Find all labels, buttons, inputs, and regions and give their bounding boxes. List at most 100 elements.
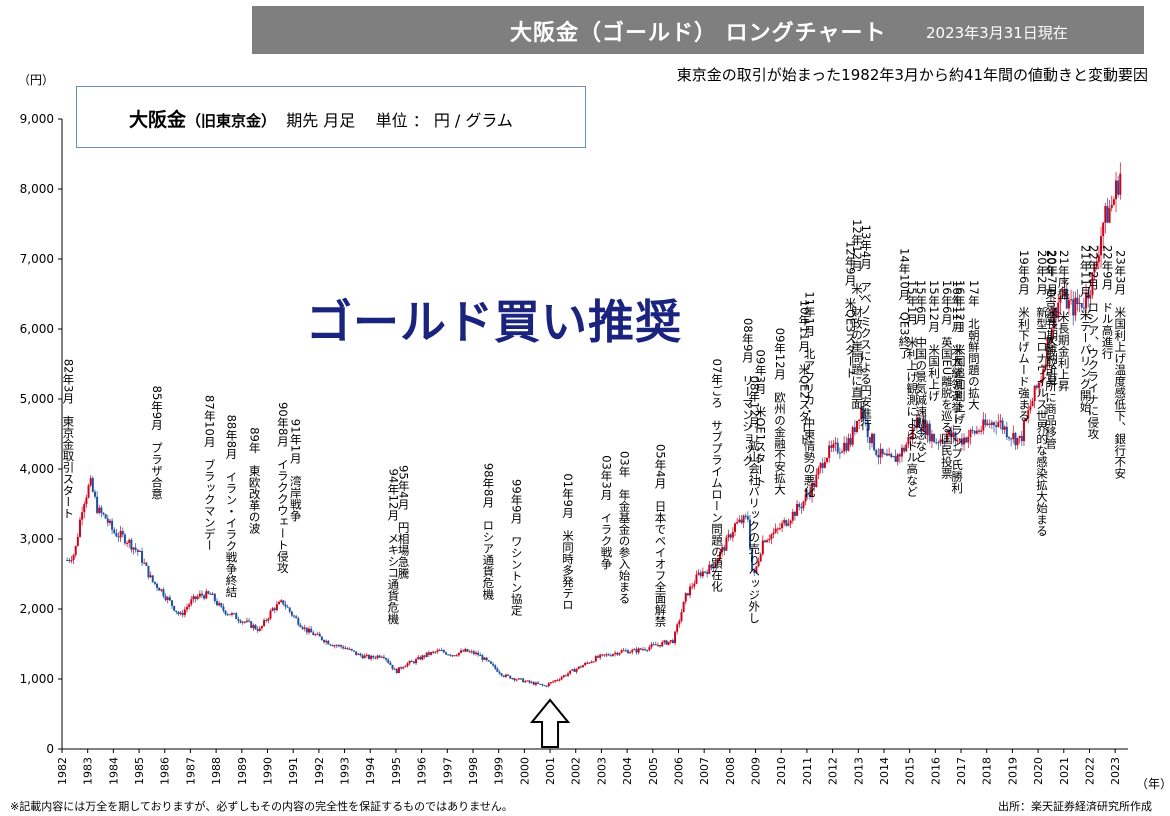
candle-body — [128, 539, 131, 543]
candle-body — [198, 593, 201, 597]
y-tick-label: 2,000 — [20, 602, 54, 616]
candle-body — [203, 595, 206, 599]
candle-body — [455, 655, 458, 657]
candle-body — [269, 610, 272, 619]
x-tick-label: 2022 — [1083, 757, 1096, 785]
candle-body — [639, 648, 642, 650]
candle-body — [815, 474, 818, 488]
candle-body — [104, 514, 107, 519]
annotation-label: 09年12月 欧州の金融不安拡大 — [773, 328, 787, 495]
candle-body — [691, 586, 694, 588]
candle-body — [335, 645, 338, 647]
candle-body — [841, 451, 844, 453]
annotation-label: 17年 北朝鮮問題の拡大 — [967, 280, 981, 410]
candle-body — [106, 518, 109, 523]
candle-body — [751, 547, 754, 571]
candle-body — [314, 634, 317, 636]
candle-body — [192, 596, 195, 600]
candle-body — [783, 520, 786, 524]
candle-body — [706, 571, 709, 574]
candle-body — [333, 645, 336, 647]
candle-body — [252, 625, 255, 628]
candle-body — [188, 604, 191, 607]
candle-body — [1035, 385, 1038, 388]
candle-body — [290, 611, 293, 616]
candle-body — [318, 633, 321, 637]
candle-body — [575, 668, 578, 672]
candle-body — [826, 457, 829, 462]
candle-body — [990, 422, 993, 425]
candle-body — [620, 650, 623, 653]
candle-body — [892, 456, 895, 458]
x-tick-label: 2014 — [878, 757, 891, 785]
candle-body — [714, 563, 717, 568]
source-note: 出所：楽天証券経済研究所作成 — [998, 800, 1152, 813]
x-tick-label: 1990 — [261, 757, 274, 785]
candle-body — [1070, 299, 1073, 301]
candle-body — [603, 654, 606, 656]
annotation-label: 15年12月 米国利上げ — [927, 280, 941, 401]
annotation-label: 99年9月 ワシントン協定 — [510, 479, 524, 617]
candle-body — [759, 554, 762, 562]
x-unit-label: （年） — [1136, 777, 1170, 791]
candle-body — [543, 685, 546, 687]
candle-body — [367, 654, 370, 659]
candle-body — [248, 620, 251, 622]
candle-body — [218, 603, 221, 606]
candle-body — [316, 633, 319, 635]
candle-body — [370, 655, 373, 659]
candle-body — [265, 620, 268, 622]
candle-body — [513, 678, 516, 681]
x-tick-label: 1996 — [416, 757, 429, 785]
candle-body — [860, 407, 863, 420]
x-tick-label: 2010 — [775, 757, 788, 785]
candle-body — [280, 600, 283, 602]
candle-body — [179, 612, 182, 615]
candle-body — [98, 507, 101, 513]
annotation-label: 12年9月 米QE3スタート — [844, 241, 858, 379]
candle-body — [582, 665, 585, 668]
candle-body — [171, 600, 174, 606]
candle-body — [774, 528, 777, 533]
candle-body — [965, 437, 968, 443]
candle-body — [911, 427, 914, 439]
candle-body — [952, 432, 955, 438]
candle-body — [808, 494, 811, 497]
candle-body — [275, 604, 278, 611]
candle-body — [415, 659, 418, 664]
candle-body — [922, 419, 925, 432]
candle-body — [622, 650, 625, 652]
candle-body — [834, 442, 837, 444]
candle-body — [1110, 204, 1113, 209]
candle-body — [573, 669, 576, 672]
candle-body — [755, 566, 758, 573]
candle-body — [596, 656, 599, 658]
candle-body — [359, 653, 362, 656]
candle-body — [958, 438, 961, 441]
candle-body — [838, 452, 841, 454]
candle-body — [194, 596, 197, 599]
annotation-label: 05年4月 日本でペイオフ全面解禁 — [654, 444, 668, 627]
candle-body — [785, 520, 788, 526]
candle-body — [436, 650, 439, 652]
candle-body — [138, 551, 141, 553]
candle-body — [856, 420, 859, 433]
candle-body — [233, 613, 236, 615]
candle-body — [900, 447, 903, 457]
candle-body — [684, 593, 687, 602]
candle-body — [853, 427, 856, 433]
candle-body — [652, 644, 655, 646]
candle-body — [348, 648, 351, 650]
candle-body — [183, 609, 186, 616]
candle-body — [736, 522, 739, 524]
candle-body — [875, 450, 878, 455]
candle-body — [740, 519, 743, 523]
y-tick-label: 3,000 — [20, 532, 54, 546]
candle-body — [344, 648, 347, 650]
candle-body — [648, 647, 651, 651]
candle-body — [879, 448, 882, 458]
y-tick-label: 5,000 — [20, 392, 54, 406]
candle-body — [151, 575, 154, 582]
candle-body — [337, 645, 340, 647]
